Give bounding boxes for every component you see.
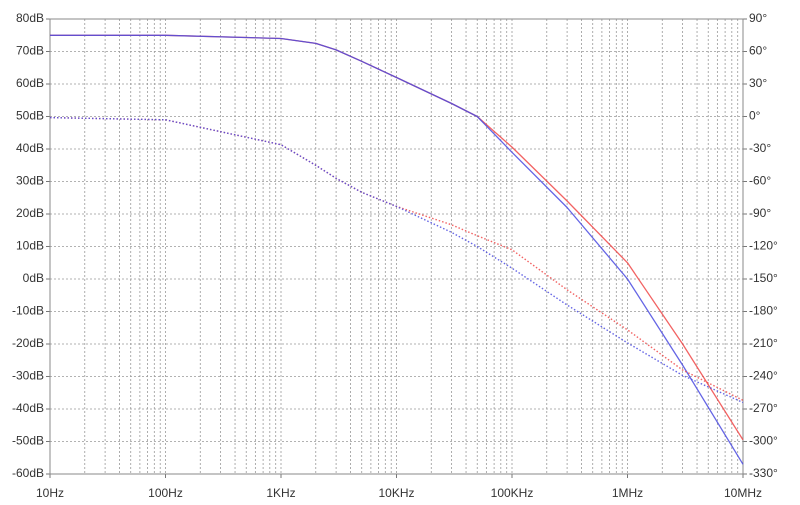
x-tick-label: 10Hz (36, 486, 64, 500)
y-tick-label: 40dB (16, 141, 44, 155)
y-tick-label: 10dB (16, 239, 44, 253)
y-tick-label: -30dB (12, 369, 44, 383)
y2-tick-label: -330° (749, 466, 778, 480)
y2-tick-label: -210° (749, 336, 778, 350)
y2-tick-label: -270° (749, 401, 778, 415)
y-tick-label: 0dB (23, 271, 44, 285)
plot-frame (49, 18, 744, 475)
y-tick-label: -50dB (12, 434, 44, 448)
x-tick-label: 1KHz (266, 486, 295, 500)
x-tick-label: 10MHz (724, 486, 762, 500)
x-tick-label: 100KHz (491, 486, 534, 500)
series-line (50, 34, 744, 465)
y-tick-label: 50dB (16, 109, 44, 123)
y2-tick-label: -90° (749, 206, 771, 220)
y-tick-label: -40dB (12, 401, 44, 415)
y2-tick-label: -300° (749, 434, 778, 448)
y2-tick-label: 60° (749, 44, 767, 58)
y-tick-label: 80dB (16, 11, 44, 25)
y-tick-label: 60dB (16, 76, 44, 90)
y2-tick-label: -60° (749, 174, 771, 188)
x-tick-label: 10KHz (378, 486, 414, 500)
x-tick-label: 100Hz (148, 486, 183, 500)
y2-tick-label: -150° (749, 271, 778, 285)
y-tick-label: 20dB (16, 206, 44, 220)
y2-tick-label: -240° (749, 369, 778, 383)
y-tick-label: -60dB (12, 466, 44, 480)
y2-tick-label: -30° (749, 141, 771, 155)
y-tick-label: -20dB (12, 336, 44, 350)
y-tick-label: 70dB (16, 44, 44, 58)
y2-tick-label: -120° (749, 239, 778, 253)
y2-tick-label: 0° (749, 109, 761, 123)
y2-tick-label: 30° (749, 76, 767, 90)
series-line (49, 116, 744, 401)
x-tick-label: 1MHz (612, 486, 643, 500)
y-tick-label: 30dB (16, 174, 44, 188)
y2-tick-label: -180° (749, 304, 778, 318)
y2-tick-label: 90° (749, 11, 767, 25)
y-tick-label: -10dB (12, 304, 44, 318)
